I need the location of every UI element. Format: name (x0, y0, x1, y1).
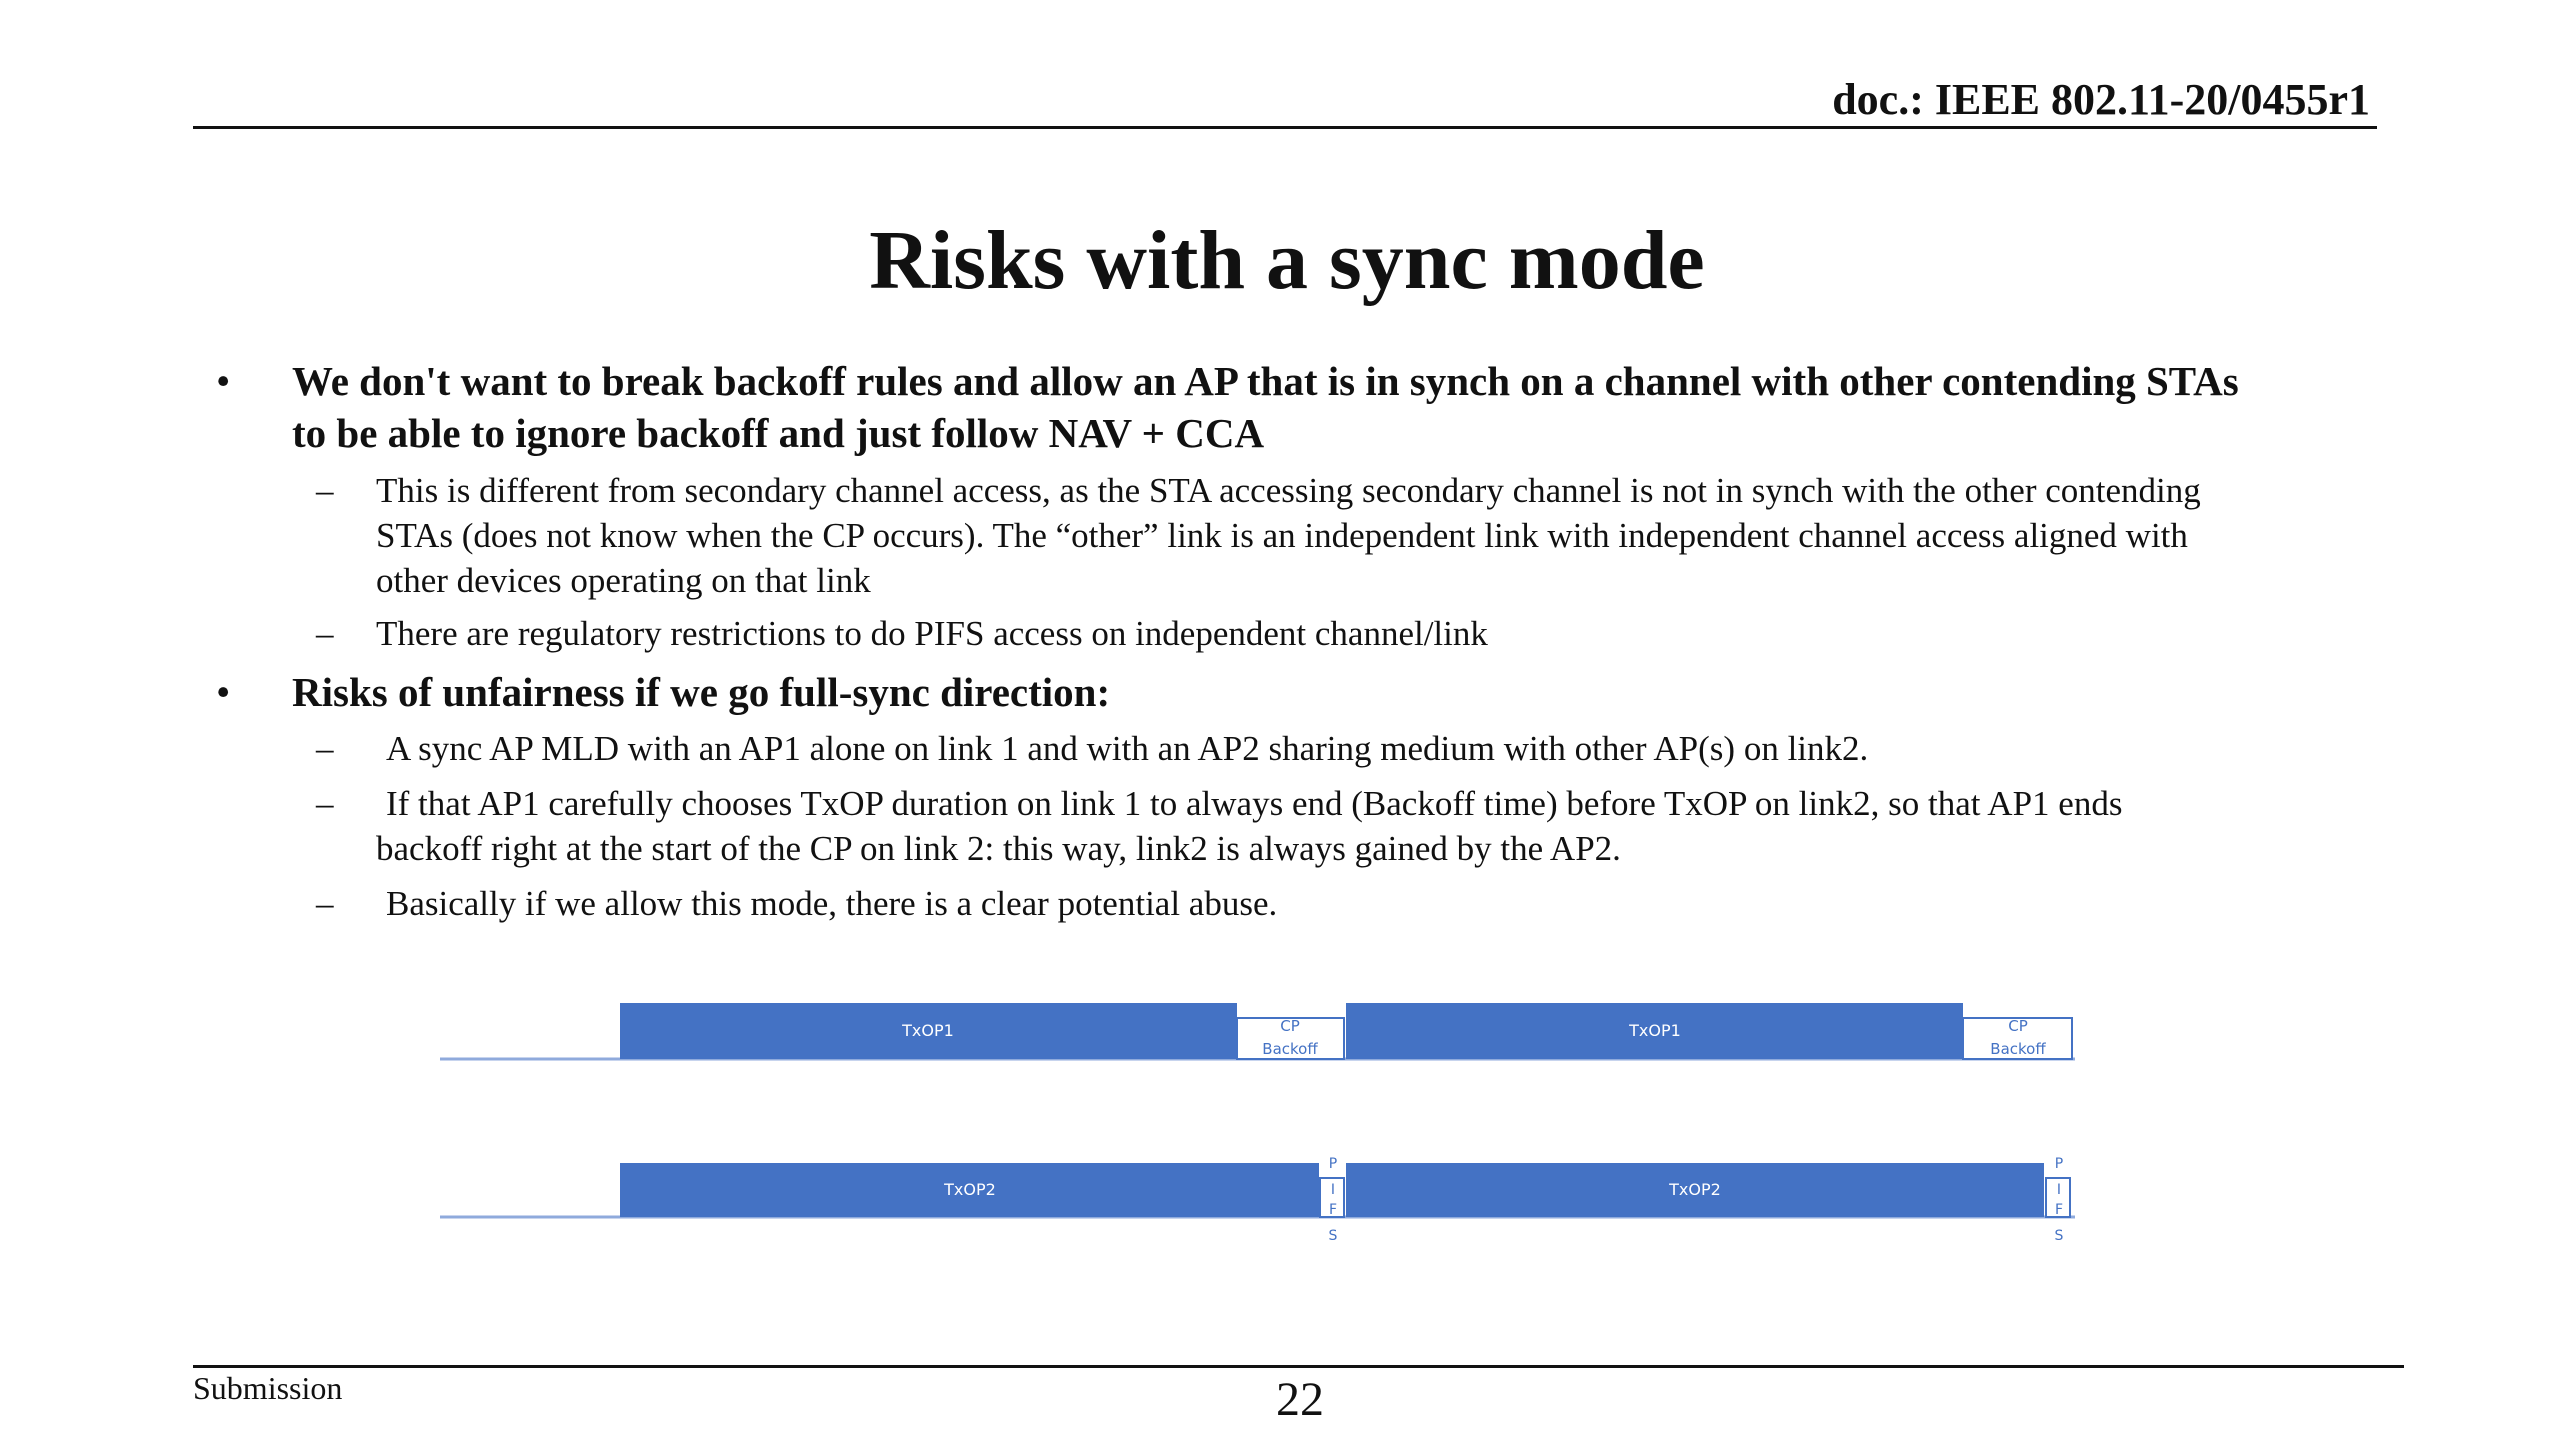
footer-rule (193, 1365, 2404, 1368)
link1-cp-label-b: CP (2008, 1017, 2028, 1035)
header-rule (193, 126, 2377, 129)
bullet-1-line-2: to be able to ignore backoff and just fo… (292, 410, 1265, 456)
link2-txop2-block-b (1346, 1163, 2044, 1217)
link2-pifs-s-a: S (1329, 1228, 1338, 1244)
bullet-1-line-1: We don't want to break backoff rules and… (292, 358, 2239, 404)
link2-pifs-f-b: F (2055, 1202, 2063, 1218)
link2-txop2-label-a: TxOP2 (943, 1180, 996, 1199)
slide-title: Risks with a sync mode (869, 214, 1705, 307)
footer-submission: Submission (193, 1370, 343, 1406)
link1-cp-backoff-a (1236, 1017, 1345, 1060)
bullet-marker: • (216, 669, 231, 715)
sub-bullet-2-2-line-2: backoff right at the start of the CP on … (376, 829, 1621, 868)
link1-txop1-label-a: TxOP1 (901, 1021, 954, 1040)
link1-txop1-block-b (1346, 1003, 1963, 1059)
bullet-2: • Risks of unfairness if we go full-sync… (216, 666, 2372, 718)
link2-pifs-s-b: S (2055, 1228, 2064, 1244)
sub-bullet-1-1-line-2: STAs (does not know when the CP occurs).… (376, 516, 2188, 555)
dash-marker: – (316, 784, 334, 823)
bullet-2-line-1: Risks of unfairness if we go full-sync d… (292, 669, 1111, 715)
sub-bullet-1-1: – This is different from secondary chann… (316, 468, 2376, 603)
link2-pifs-f-a: F (1329, 1202, 1337, 1218)
link2-txop2-block-a (620, 1163, 1319, 1217)
link2-pifs-box-b (2045, 1177, 2071, 1218)
sub-bullet-2-1-line-1: A sync AP MLD with an AP1 alone on link … (386, 729, 1869, 768)
sub-bullet-1-1-line-1: This is different from secondary channel… (376, 471, 2201, 510)
link1-cp-label-a: CP (1280, 1017, 1300, 1035)
sub-bullet-1-1-line-3: other devices operating on that link (376, 561, 871, 600)
bullet-list: • We don't want to break backoff rules a… (216, 355, 2386, 926)
dash-marker: – (316, 729, 334, 768)
bullet-marker: • (216, 358, 231, 404)
bullet-1: • We don't want to break backoff rules a… (216, 355, 2372, 459)
sub-bullet-2-3: – Basically if we allow this mode, there… (316, 881, 2386, 926)
link2-pifs-i-b: I (2057, 1182, 2061, 1198)
link1-backoff-label-b: Backoff (1990, 1040, 2046, 1058)
dash-marker: – (316, 614, 334, 653)
sub-bullet-2-2: – If that AP1 carefully chooses TxOP dur… (316, 781, 2376, 871)
doc-id: doc.: IEEE 802.11-20/0455r1 (1832, 75, 2370, 124)
dash-marker: – (316, 884, 334, 923)
sub-bullet-1-2: – There are regulatory restrictions to d… (316, 611, 2376, 656)
link1-backoff-label-a: Backoff (1262, 1040, 1318, 1058)
link2-pifs-box-a (1319, 1177, 1345, 1218)
link2-pifs-p-a: P (1329, 1156, 1337, 1172)
link1-cp-backoff-b (1962, 1017, 2073, 1060)
dash-marker: – (316, 471, 334, 510)
link2-txop2-label-b: TxOP2 (1668, 1180, 1721, 1199)
sub-bullet-2-3-line-1: Basically if we allow this mode, there i… (386, 884, 1278, 923)
link1-txop1-label-b: TxOP1 (1628, 1021, 1681, 1040)
sub-bullet-2-2-line-1: If that AP1 carefully chooses TxOP durat… (386, 784, 2123, 823)
link1-txop1-block-a (620, 1003, 1237, 1059)
sub-bullet-2-1: – A sync AP MLD with an AP1 alone on lin… (316, 726, 2386, 771)
page-number: 22 (1276, 1373, 1324, 1426)
sub-bullet-1-2-line-1: There are regulatory restrictions to do … (376, 614, 1488, 653)
link2-pifs-i-a: I (1331, 1182, 1335, 1198)
link2-pifs-p-b: P (2055, 1156, 2063, 1172)
